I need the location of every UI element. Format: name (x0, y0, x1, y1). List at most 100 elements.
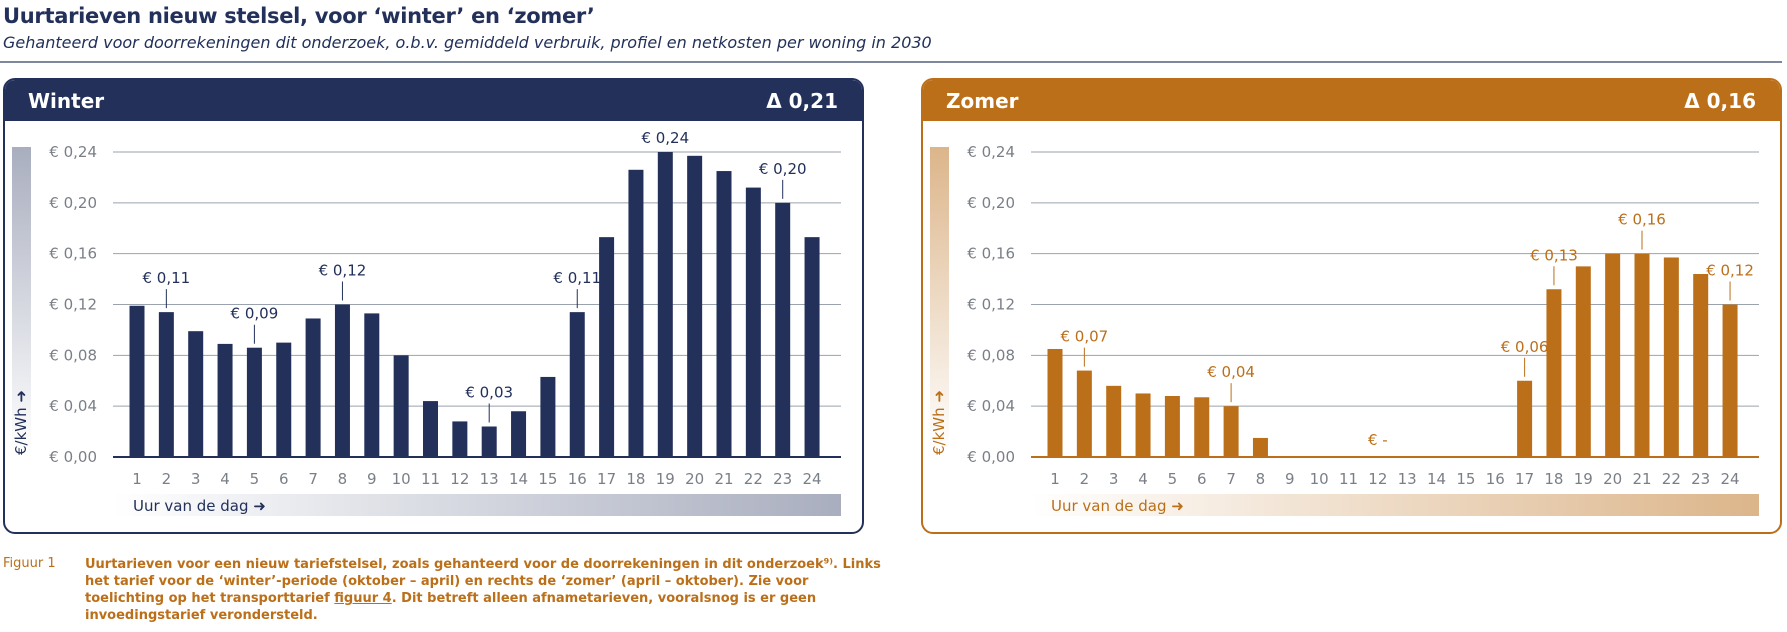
y-axis-label: €/kWh ➜ (930, 390, 948, 455)
x-tick-label: 18 (626, 470, 645, 488)
y-tick-label: € 0,16 (49, 245, 97, 263)
y-tick-label: € 0,00 (49, 448, 97, 466)
bar-hour-4 (1135, 393, 1151, 457)
x-tick-label: 5 (250, 470, 260, 488)
bar-hour-5 (246, 347, 262, 457)
x-tick-label: 21 (1632, 470, 1651, 488)
x-tick-label: 12 (1368, 470, 1387, 488)
bar-hour-23 (775, 202, 791, 457)
caption-text-part: Uurtarieven voor een nieuw tariefstelsel… (85, 557, 881, 606)
y-tick-label: € 0,16 (967, 245, 1015, 263)
annotation-label: € 0,03 (465, 384, 513, 402)
bar-hour-3 (188, 331, 204, 457)
x-tick-label: 9 (367, 470, 377, 488)
y-axis-label: €/kWh ➜ (12, 390, 30, 455)
bar-hour-14 (511, 411, 527, 457)
x-tick-label: 7 (308, 470, 318, 488)
bar-hour-21 (1634, 253, 1650, 457)
bar-hour-8 (1252, 437, 1268, 457)
y-axis-gradient-bar (930, 147, 949, 452)
y-tick-label: € 0,24 (49, 143, 97, 161)
x-tick-label: 8 (338, 470, 348, 488)
winter-panel-title: Winter (28, 89, 105, 113)
x-tick-label: 5 (1168, 470, 1178, 488)
y-tick-label: € 0,20 (49, 194, 97, 212)
x-tick-label: 10 (392, 470, 411, 488)
x-tick-label: 3 (1109, 470, 1119, 488)
x-tick-label: 17 (1515, 470, 1534, 488)
x-tick-label: 4 (220, 470, 230, 488)
caption-text: Uurtarieven voor een nieuw tariefstelsel… (85, 556, 885, 624)
x-tick-label: 14 (1427, 470, 1446, 488)
bar-hour-1 (129, 305, 145, 457)
y-tick-label: € 0,20 (967, 194, 1015, 212)
bar-hour-23 (1693, 274, 1709, 457)
bar-hour-4 (217, 343, 233, 457)
bar-hour-6 (1194, 397, 1210, 457)
x-tick-label: 10 (1310, 470, 1329, 488)
page-title: Uurtarieven nieuw stelsel, voor ‘winter’… (3, 4, 595, 28)
x-tick-label: 2 (162, 470, 172, 488)
x-tick-label: 9 (1285, 470, 1295, 488)
bar-hour-24 (1722, 304, 1738, 457)
bar-hour-22 (745, 187, 761, 457)
annotation-label: € 0,24 (641, 129, 689, 147)
y-tick-label: € 0,08 (49, 346, 97, 364)
bar-hour-12 (452, 421, 468, 457)
figure-4-link[interactable]: figuur 4 (334, 591, 392, 606)
x-tick-label: 22 (1662, 470, 1681, 488)
x-tick-label: 12 (450, 470, 469, 488)
x-tick-label: 1 (132, 470, 142, 488)
x-tick-label: 23 (1691, 470, 1710, 488)
x-axis-gradient-bar (1031, 494, 1759, 516)
bar-hour-5 (1164, 396, 1180, 457)
x-tick-label: 15 (1456, 470, 1475, 488)
x-tick-label: 24 (803, 470, 822, 488)
x-tick-label: 22 (744, 470, 763, 488)
bar-hour-13 (481, 426, 497, 457)
x-tick-label: 11 (421, 470, 440, 488)
annotation-label: € 0,07 (1060, 328, 1108, 346)
bar-hour-19 (1575, 266, 1591, 457)
annotation-label: € 0,11 (553, 269, 601, 287)
bar-hour-11 (423, 401, 438, 457)
bar-hour-1 (1047, 348, 1063, 457)
x-tick-label: 19 (1574, 470, 1593, 488)
x-tick-label: 17 (597, 470, 616, 488)
bar-hour-20 (1605, 253, 1621, 457)
annotation-label: € 0,13 (1530, 246, 1578, 264)
bar-hour-22 (1663, 257, 1679, 457)
bar-hour-9 (364, 313, 380, 457)
annotation-label: € 0,09 (231, 305, 279, 323)
bar-hour-2 (158, 312, 174, 457)
y-tick-label: € 0,04 (967, 397, 1015, 415)
x-tick-label: 15 (538, 470, 557, 488)
x-tick-label: 16 (1486, 470, 1505, 488)
x-axis-label: Uur van de dag ➜ (1051, 497, 1184, 515)
x-tick-label: 16 (568, 470, 587, 488)
annotation-label: € 0,12 (1706, 262, 1754, 280)
bar-hour-20 (687, 155, 703, 457)
x-tick-label: 13 (1398, 470, 1417, 488)
bar-hour-17 (599, 237, 615, 457)
annotation-label: € 0,04 (1207, 363, 1255, 381)
figure-label: Figuur 1 (3, 556, 56, 571)
x-tick-label: 1 (1050, 470, 1060, 488)
bar-hour-2 (1076, 370, 1092, 457)
x-axis-gradient-bar (113, 494, 841, 516)
y-axis-gradient-bar (12, 147, 31, 452)
annotation-label: € 0,16 (1618, 211, 1666, 229)
bar-hour-7 (1223, 406, 1239, 457)
caption-text-part: . Dit betreft alleen afnametarieven, voo… (85, 591, 817, 623)
x-tick-label: 20 (685, 470, 704, 488)
bar-hour-16 (569, 312, 585, 457)
bar-hour-18 (1546, 289, 1562, 457)
annotation-label: € 0,11 (142, 269, 190, 287)
bar-hour-15 (540, 376, 556, 457)
bar-hour-19 (657, 152, 673, 457)
x-tick-label: 21 (714, 470, 733, 488)
y-tick-label: € 0,12 (967, 296, 1015, 314)
bar-hour-24 (804, 237, 820, 457)
bar-hour-18 (628, 169, 644, 457)
x-tick-label: 19 (656, 470, 675, 488)
